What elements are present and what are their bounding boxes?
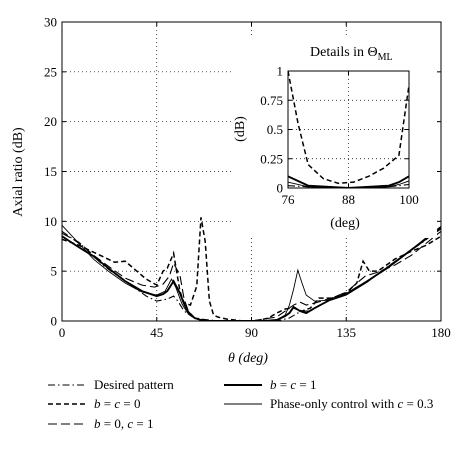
inset-x-label: (deg) [330, 216, 360, 231]
main-series-dashed-line [62, 217, 441, 321]
legend: Desired pattern b = c = 0 b = 0, c = 1 b = … [48, 377, 433, 431]
inset-y-tick-label: 0 [277, 181, 284, 196]
inset-y-tick-label: 0.75 [260, 93, 283, 108]
inset-title: Details in ΘML [310, 45, 393, 63]
main-series-solid-thin-line [62, 225, 441, 321]
inset-x-tick-label: 100 [399, 192, 419, 207]
main-y-tick-label: 15 [44, 164, 57, 179]
y-axis-label: Axial ratio (dB) [11, 127, 26, 217]
main-x-tick-label: 135 [337, 325, 357, 340]
main-y-tick-label: 25 [44, 64, 57, 79]
inset-y-tick-label: 0.25 [260, 151, 283, 166]
main-y-tick-label: 10 [44, 214, 57, 229]
x-axis-label: θ (deg) [228, 351, 268, 366]
legend-label-solid-thick: b = c = 1 [270, 377, 316, 392]
inset-grid [288, 71, 409, 188]
main-x-tick-label: 90 [245, 325, 258, 340]
main-x-tick-label: 180 [431, 325, 451, 340]
inset-y-tick-label: 1 [277, 64, 284, 79]
inset-y-label: (dB) [233, 116, 248, 142]
main-x-tick-label: 0 [59, 325, 66, 340]
inset-title-subscript: ML [378, 52, 393, 63]
x-axis-label-theta: θ (deg) [228, 351, 268, 366]
inset-series-dashed-line [288, 70, 409, 185]
legend-label-solid-thin: Phase-only control with c = 0.3 [270, 396, 433, 411]
legend-label-longdash: b = 0, c = 1 [94, 416, 153, 431]
main-x-tick-label: 45 [150, 325, 163, 340]
main-series [62, 217, 441, 321]
legend-label-dashed: b = c = 0 [94, 396, 140, 411]
inset-background [232, 38, 437, 238]
main-y-tick-label: 20 [44, 114, 57, 129]
inset-x-tick-label: 76 [282, 192, 296, 207]
inset-series-solid-thick-line [288, 175, 409, 188]
inset-title-text: Details in Θ [310, 45, 378, 60]
inset-series-solid-thin-line [288, 180, 409, 188]
main-y-tick-label: 5 [51, 264, 58, 279]
legend-label-dashdot: Desired pattern [94, 377, 174, 392]
inset-ticks: 76 88 100 0 0.25 0.5 0.75 1 [260, 64, 419, 208]
inset-series-dashdot-line [288, 183, 409, 188]
inset-x-tick-label: 88 [342, 192, 355, 207]
main-y-tick-label: 30 [44, 15, 57, 30]
inset-y-tick-label: 0.5 [267, 122, 283, 137]
inset-series [288, 70, 409, 188]
main-y-tick-label: 0 [51, 314, 58, 329]
main-series-longdash-line [62, 230, 441, 321]
